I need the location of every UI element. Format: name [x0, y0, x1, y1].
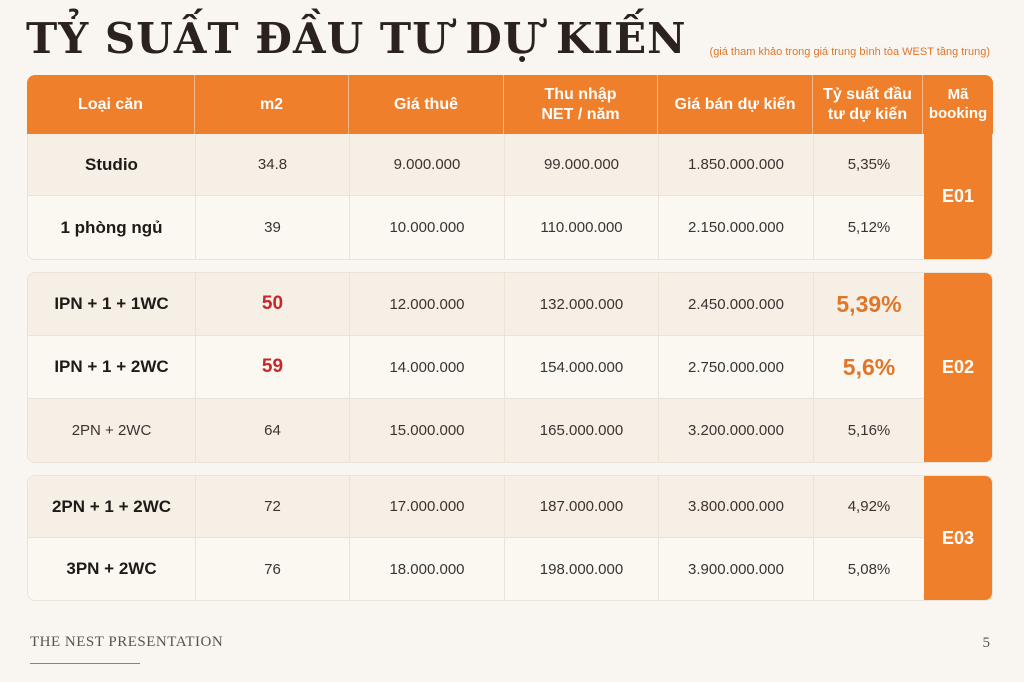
header-area: m2 — [195, 75, 349, 134]
cell-income: 99.000.000 — [505, 134, 659, 195]
cell-yield: 5,08% — [847, 560, 891, 578]
cell-yield: 5,35% — [847, 156, 891, 173]
cell-income: 187.000.000 — [505, 476, 659, 537]
cell-price: 3.800.000.000 — [659, 476, 814, 537]
booking-code-e01: E01 — [924, 134, 992, 259]
table-row: 1 phòng ngủ 39 10.000.000 110.000.000 2.… — [28, 196, 924, 259]
cell-area: 34.8 — [196, 134, 350, 195]
header-booking: Mã booking — [928, 85, 988, 122]
page-title: TỶ SUẤT ĐẦU TƯ DỰ KIẾN — [26, 14, 687, 63]
cell-type: IPN + 1 + 2WC — [28, 336, 196, 398]
cell-rent: 15.000.000 — [350, 399, 505, 462]
cell-type: 3PN + 2WC — [28, 538, 196, 600]
cell-price: 1.850.000.000 — [659, 134, 814, 195]
cell-rent: 9.000.000 — [350, 134, 505, 195]
header-type: Loại căn — [27, 75, 195, 134]
table-row: Studio 34.8 9.000.000 99.000.000 1.850.0… — [28, 134, 924, 196]
cell-type: 2PN + 2WC — [28, 399, 196, 462]
cell-type: 1 phòng ngủ — [28, 196, 196, 259]
page-number: 5 — [982, 635, 991, 651]
booking-code-e03: E03 — [924, 476, 992, 600]
table-row: 2PN + 2WC 64 15.000.000 165.000.000 3.20… — [28, 399, 924, 462]
cell-area: 72 — [196, 476, 350, 537]
footer-brand: THE NEST PRESENTATION — [30, 634, 224, 650]
cell-income: 132.000.000 — [505, 273, 659, 335]
table-row: IPN + 1 + 1WC 50 12.000.000 132.000.000 … — [28, 273, 924, 336]
cell-yield: 5,6% — [842, 353, 896, 380]
cell-yield: 5,39% — [836, 290, 902, 317]
group-e01: Studio 34.8 9.000.000 99.000.000 1.850.0… — [27, 134, 993, 260]
table-row: IPN + 1 + 2WC 59 14.000.000 154.000.000 … — [28, 336, 924, 399]
cell-income: 154.000.000 — [505, 336, 659, 398]
cell-income: 110.000.000 — [505, 196, 659, 259]
investment-table: Loại căn m2 Giá thuê Thu nhập NET / năm … — [27, 75, 993, 613]
cell-yield: 4,92% — [847, 498, 891, 515]
cell-rent: 18.000.000 — [350, 538, 505, 600]
cell-price: 2.750.000.000 — [659, 336, 814, 398]
table-row: 3PN + 2WC 76 18.000.000 198.000.000 3.90… — [28, 538, 924, 600]
cell-income: 198.000.000 — [505, 538, 659, 600]
footer-divider — [30, 663, 140, 664]
cell-income: 165.000.000 — [505, 399, 659, 462]
cell-rent: 10.000.000 — [350, 196, 505, 259]
cell-rent: 14.000.000 — [350, 336, 505, 398]
cell-type: Studio — [28, 134, 196, 195]
cell-price: 2.150.000.000 — [659, 196, 814, 259]
cell-area: 76 — [196, 538, 350, 600]
cell-type: IPN + 1 + 1WC — [28, 273, 196, 335]
header-rent: Giá thuê — [349, 75, 504, 134]
cell-price: 3.200.000.000 — [659, 399, 814, 462]
header-price: Giá bán dự kiến — [658, 75, 813, 134]
header-income: Thu nhập NET / năm — [504, 75, 658, 134]
cell-price: 3.900.000.000 — [659, 538, 814, 600]
cell-price: 2.450.000.000 — [659, 273, 814, 335]
header-yield: Tỷ suất đầu tư dự kiến — [813, 75, 923, 134]
cell-area: 59 — [196, 336, 350, 398]
cell-type: 2PN + 1 + 2WC — [28, 476, 196, 537]
cell-yield: 5,12% — [847, 219, 891, 236]
table-row: 2PN + 1 + 2WC 72 17.000.000 187.000.000 … — [28, 476, 924, 538]
booking-code-e02: E02 — [924, 273, 992, 462]
cell-area: 50 — [196, 273, 350, 335]
table-header: Loại căn m2 Giá thuê Thu nhập NET / năm … — [27, 75, 993, 134]
cell-yield: 5,16% — [847, 422, 891, 439]
cell-area: 39 — [196, 196, 350, 259]
cell-rent: 17.000.000 — [350, 476, 505, 537]
cell-rent: 12.000.000 — [350, 273, 505, 335]
group-e03: 2PN + 1 + 2WC 72 17.000.000 187.000.000 … — [27, 475, 993, 601]
price-note: (giá tham khảo trong giá trung bình tòa … — [709, 46, 990, 58]
group-e02: IPN + 1 + 1WC 50 12.000.000 132.000.000 … — [27, 272, 993, 463]
cell-area: 64 — [196, 399, 350, 462]
